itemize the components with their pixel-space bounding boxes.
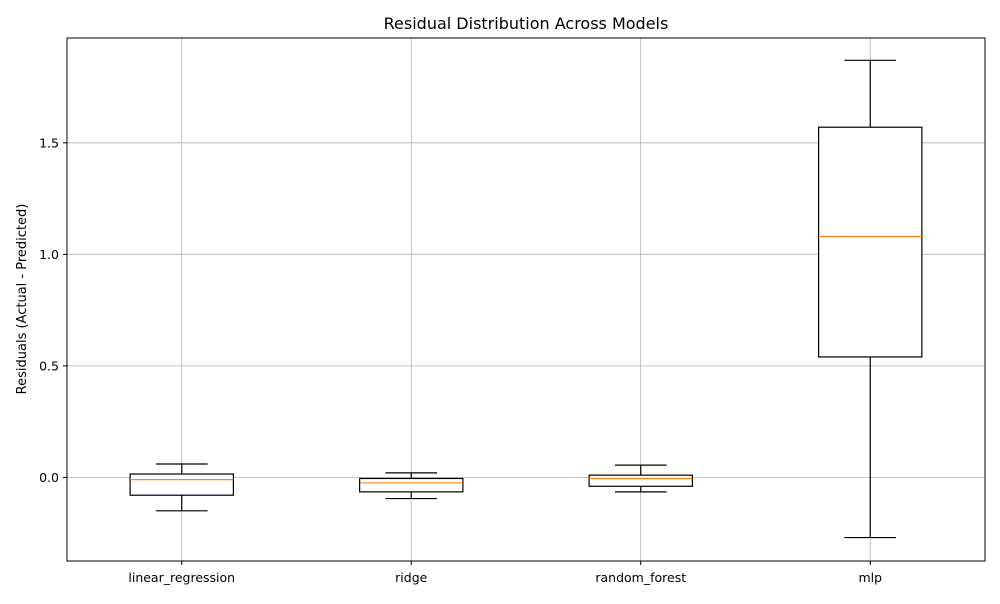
axes: 0.0 0.5 1.0 1.5 linear_regression ridge random… — [39, 37, 986, 585]
x-tick-label: random_forest — [595, 570, 686, 585]
y-tick-label: 1.0 — [39, 247, 59, 262]
y-tick-label: 0.0 — [39, 470, 59, 485]
box-ridge — [359, 472, 464, 500]
box-random_forest — [588, 464, 693, 493]
box-series — [129, 59, 923, 539]
x-tick-label: ridge — [395, 570, 427, 585]
iqr-box — [359, 477, 464, 493]
iqr-box — [818, 126, 923, 358]
x-tick-label: mlp — [858, 570, 882, 585]
y-tick-label: 0.5 — [39, 358, 59, 373]
box-linear_regression — [129, 463, 234, 512]
box-mlp — [818, 59, 923, 539]
iqr-box — [588, 474, 693, 487]
iqr-box — [129, 473, 234, 496]
y-tick-label: 1.5 — [39, 135, 59, 150]
axes-frame — [66, 37, 986, 562]
chart-title: Residual Distribution Across Models — [384, 14, 669, 33]
x-tick-label: linear_regression — [128, 570, 235, 585]
y-axis-label: Residuals (Actual - Predicted) — [15, 204, 30, 395]
